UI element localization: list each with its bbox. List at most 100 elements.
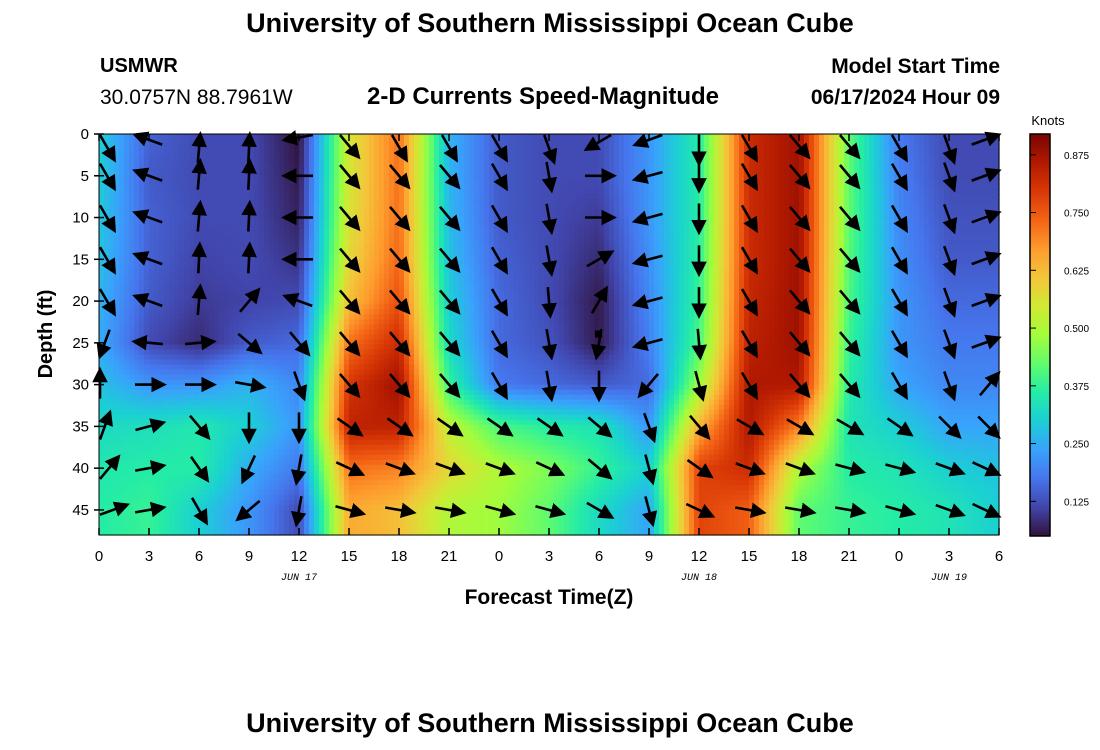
heatmap-cell	[359, 169, 365, 175]
heatmap-cell	[264, 454, 270, 461]
heatmap-cell	[204, 394, 210, 401]
heatmap-cell	[134, 449, 140, 456]
heatmap-cell	[129, 294, 135, 301]
heatmap-cell	[254, 219, 260, 225]
heatmap-cell	[104, 514, 110, 521]
heatmap-cell	[369, 424, 375, 431]
heatmap-cell	[229, 324, 235, 331]
heatmap-cell	[264, 189, 270, 195]
heatmap-cell	[329, 524, 335, 531]
heatmap-cell	[249, 234, 255, 240]
heatmap-cell	[114, 199, 120, 205]
heatmap-cell	[309, 484, 315, 491]
heatmap-cell	[349, 444, 355, 451]
heatmap-cell	[179, 304, 185, 311]
heatmap-cell	[219, 224, 225, 230]
heatmap-cell	[304, 279, 310, 285]
heatmap-cell	[404, 444, 410, 451]
heatmap-cell	[354, 414, 360, 421]
heatmap-cell	[259, 224, 265, 230]
heatmap-cell	[189, 159, 195, 165]
heatmap-cell	[319, 449, 325, 456]
heatmap-cell	[279, 289, 285, 295]
heatmap-cell	[349, 484, 355, 491]
heatmap-cell	[219, 279, 225, 285]
heatmap-cell	[144, 224, 150, 230]
heatmap-cell	[199, 499, 205, 506]
heatmap-cell	[169, 529, 175, 536]
heatmap-cell	[384, 254, 390, 260]
heatmap-cell	[154, 324, 160, 331]
heatmap-cell	[134, 164, 140, 170]
heatmap-cell	[364, 369, 370, 376]
heatmap-cell	[404, 199, 410, 205]
heatmap-cell	[389, 344, 395, 351]
heatmap-cell	[319, 409, 325, 416]
heatmap-cell	[164, 344, 170, 351]
heatmap-cell	[169, 324, 175, 331]
heatmap-cell	[169, 524, 175, 531]
heatmap-cell	[189, 244, 195, 250]
heatmap-cell	[209, 249, 215, 255]
heatmap-cell	[204, 524, 210, 531]
heatmap-cell	[384, 514, 390, 521]
heatmap-cell	[264, 234, 270, 240]
heatmap-cell	[214, 419, 220, 426]
heatmap-cell	[279, 329, 285, 336]
heatmap-cell	[254, 299, 260, 306]
heatmap-cell	[149, 164, 155, 170]
heatmap-cell	[284, 394, 290, 401]
heatmap-cell	[259, 429, 265, 436]
heatmap-cell	[219, 359, 225, 366]
heatmap-cell	[334, 224, 340, 230]
heatmap-cell	[369, 274, 375, 280]
heatmap-cell	[259, 284, 265, 290]
heatmap-cell	[344, 479, 350, 486]
heatmap-cell	[174, 409, 180, 416]
heatmap-cell	[234, 279, 240, 285]
heatmap-cell	[324, 394, 330, 401]
heatmap-cell	[309, 419, 315, 426]
heatmap-cell	[169, 504, 175, 511]
heatmap-cell	[254, 164, 260, 170]
heatmap-cell	[284, 524, 290, 531]
heatmap-cell	[109, 504, 115, 511]
heatmap-cell	[349, 269, 355, 275]
heatmap-cell	[189, 424, 195, 431]
heatmap-cell	[249, 399, 255, 406]
heatmap-cell	[264, 404, 270, 411]
heatmap-cell	[324, 474, 330, 481]
heatmap-cell	[344, 364, 350, 371]
heatmap-cell	[134, 474, 140, 481]
heatmap-cell	[339, 174, 345, 180]
heatmap-cell	[354, 439, 360, 446]
heatmap-cell	[319, 324, 325, 331]
heatmap-cell	[364, 279, 370, 285]
heatmap-cell	[319, 469, 325, 476]
heatmap-cell	[274, 434, 280, 441]
heatmap-cell	[379, 269, 385, 275]
heatmap-cell	[374, 369, 380, 376]
heatmap-cell	[349, 139, 355, 145]
heatmap-cell	[204, 269, 210, 275]
heatmap-cell	[114, 529, 120, 536]
heatmap-cell	[299, 379, 305, 386]
heatmap-cell	[129, 284, 135, 290]
heatmap-cell	[199, 319, 205, 326]
heatmap-cell	[234, 304, 240, 311]
heatmap-cell	[344, 179, 350, 185]
heatmap-cell	[404, 434, 410, 441]
heatmap-cell	[344, 349, 350, 356]
heatmap-cell	[384, 464, 390, 471]
heatmap-cell	[164, 384, 170, 391]
heatmap-cell	[189, 449, 195, 456]
heatmap-cell	[144, 234, 150, 240]
heatmap-cell	[109, 444, 115, 451]
heatmap-cell	[374, 344, 380, 351]
heatmap-cell	[294, 289, 300, 295]
heatmap-cell	[369, 439, 375, 446]
heatmap-cell	[174, 439, 180, 446]
heatmap-cell	[364, 514, 370, 521]
heatmap-cell	[354, 474, 360, 481]
heatmap-cell	[174, 489, 180, 496]
